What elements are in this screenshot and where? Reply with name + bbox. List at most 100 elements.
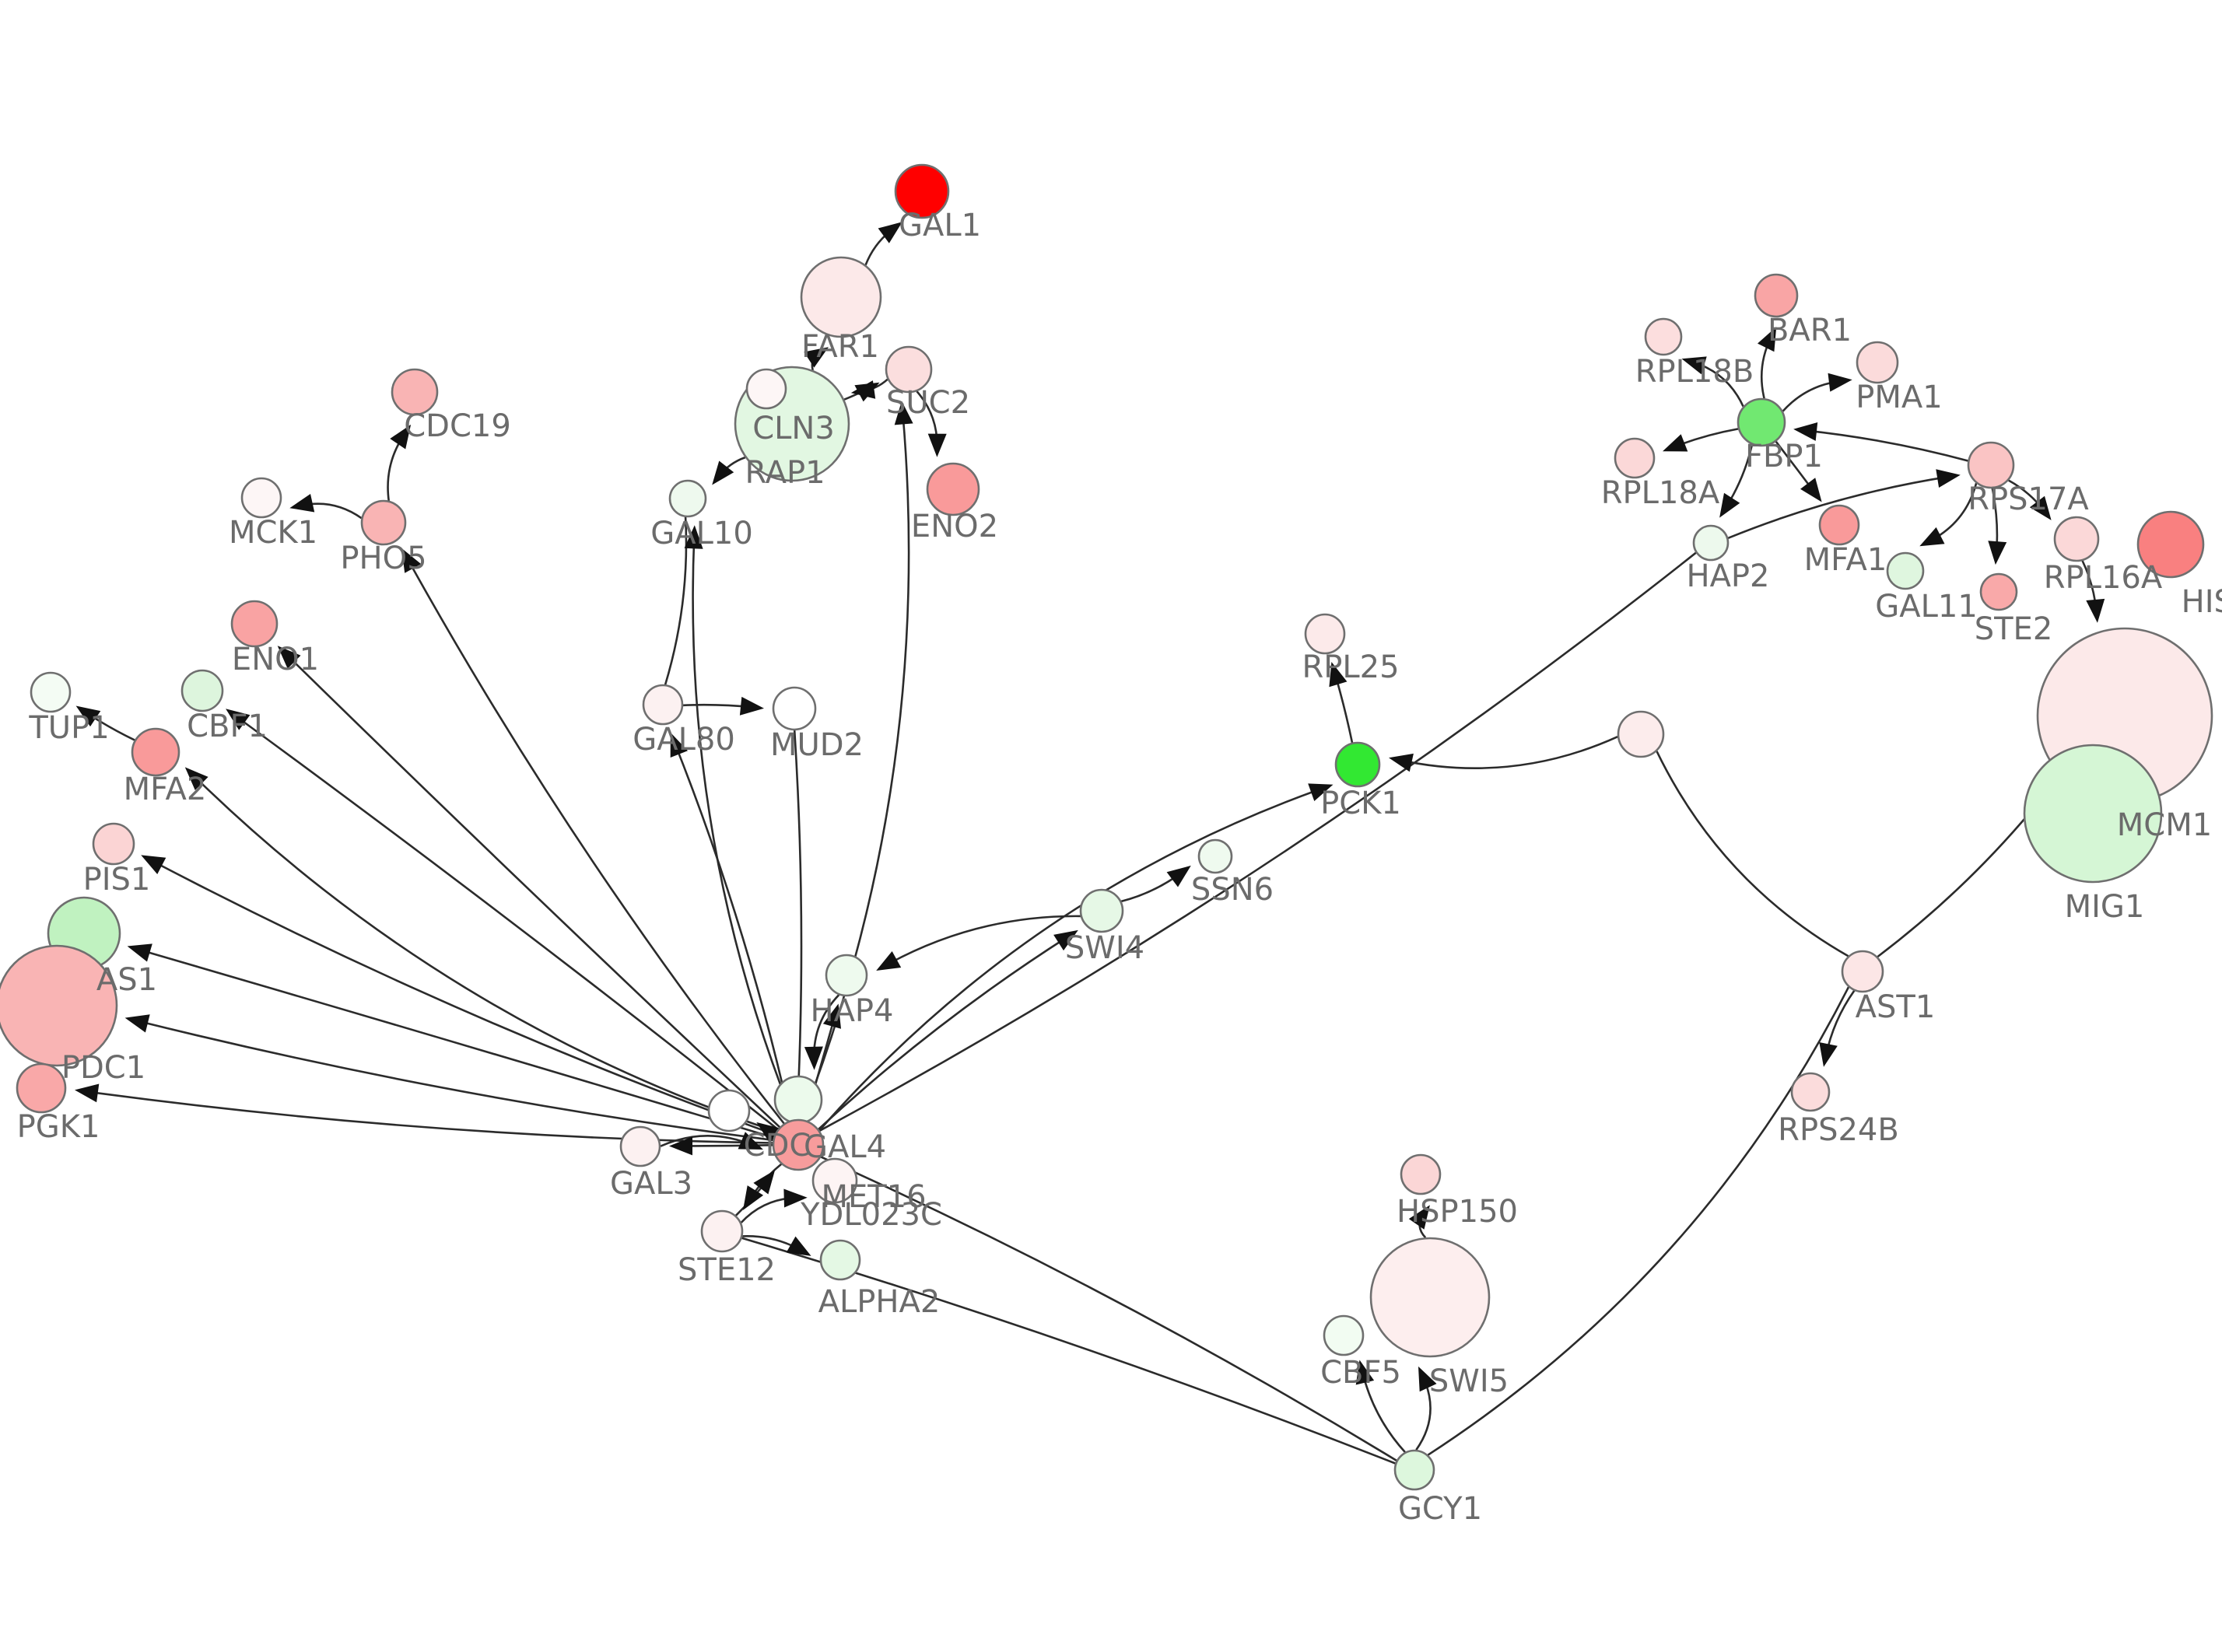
graph-node-hap2[interactable] [1692,524,1730,562]
graph-node-gal10[interactable] [668,479,707,518]
graph-node-cbf5[interactable] [1323,1314,1365,1356]
node-label-pgk1: PGK1 [17,1109,100,1145]
node-label-pho5: PHO5 [340,541,426,576]
arrowhead-icon [1719,492,1740,518]
graph-node-far1[interactable] [800,256,882,338]
edge [664,516,688,685]
graph-node-cdc19[interactable] [391,368,439,416]
arrowhead-icon [670,732,688,758]
graph-node-eno2[interactable] [926,462,980,516]
graph-node-ste12[interactable] [700,1209,744,1253]
graph-node-node_up[interactable] [1617,710,1665,758]
graph-node-rpl18b[interactable] [1644,317,1683,356]
graph-node-alpha2[interactable] [819,1239,861,1281]
edge [1727,475,1950,540]
graph-node-pck1[interactable] [1334,741,1381,788]
graph-node-gal3[interactable] [619,1125,661,1167]
graph-node-pis1[interactable] [92,822,135,866]
graph-node-mig1[interactable] [2023,744,2163,884]
graph-node-gal80[interactable] [642,684,684,726]
graph-node-mfa1[interactable] [1818,504,1860,546]
node-label-gcy1: GCY1 [1398,1491,1482,1527]
graph-node-pma1[interactable] [1856,341,1899,384]
nodes-layer[interactable] [0,163,2213,1491]
graph-node-his4[interactable] [2136,510,2205,579]
graph-node-rap1[interactable] [745,368,787,410]
graph-node-ste2[interactable] [1979,572,2018,611]
arrowhead-icon [141,855,166,874]
graph-node-rpl25[interactable] [1304,613,1346,655]
graph-node-rpl18a[interactable] [1614,437,1656,479]
graph-node-met16[interactable] [773,1075,823,1125]
arrowhead-icon [1308,783,1334,801]
arrowhead-icon [1663,434,1688,452]
graph-node-cdc[interactable] [707,1089,751,1132]
arrowhead-icon [1758,327,1777,352]
node-label-mck1: MCK1 [229,515,317,551]
node-label-eno1: ENO1 [232,642,319,677]
node-label-rpl25: RPL25 [1302,649,1399,685]
arrowhead-icon [1936,469,1961,488]
edge [85,1090,773,1144]
node-label-bar1: BAR1 [1768,313,1852,348]
graph-node-ydl023c[interactable] [811,1157,858,1204]
node-label-tup1: TUP1 [28,710,109,746]
edge [405,557,785,1125]
graph-node-suc2[interactable] [885,345,933,394]
arrowhead-icon [804,347,829,368]
node-label-mcm1: MCM1 [2117,807,2212,843]
graph-node-gal1[interactable] [894,163,950,219]
edge [793,730,803,1101]
arrowhead-icon [289,494,315,513]
edges-layer [84,227,2098,1465]
edge [818,935,1070,1130]
graph-node-fbp1[interactable] [1737,397,1786,447]
graph-node-gal11[interactable] [1886,551,1925,590]
graph-node-pho5[interactable] [360,499,407,546]
node-label-cln3: CLN3 [752,411,835,446]
node-label-rpl18a: RPL18A [1601,475,1720,511]
edge [818,551,1697,1132]
node-label-alpha2: ALPHA2 [818,1284,941,1320]
graph-node-hap4[interactable] [825,954,868,997]
graph-node-swi4[interactable] [1079,888,1124,933]
arrowhead-icon [876,951,902,971]
graph-node-gcy1[interactable] [1393,1449,1435,1491]
graph-node-tup1[interactable] [30,671,72,713]
node-label-cdc19: CDC19 [404,408,511,444]
node-label-mig1: MIG1 [2065,889,2145,925]
graph-node-cbf1[interactable] [180,669,224,712]
graph-node-mck1[interactable] [240,477,282,519]
graph-node-ssn6[interactable] [1197,838,1233,874]
graph-node-pgk1[interactable] [16,1062,67,1114]
arrowhead-icon [401,548,422,573]
graph-node-eno1[interactable] [230,600,279,648]
graph-node-hsp150[interactable] [1400,1153,1442,1195]
arrowhead-icon [226,709,251,730]
graph-node-swi5[interactable] [1369,1237,1491,1358]
edge [692,536,795,1120]
graph-node-pdc1[interactable] [0,944,118,1067]
graph-node-mud2[interactable] [772,686,817,731]
graph-node-gal4[interactable] [772,1118,825,1171]
node-label-pma1: PMA1 [1856,380,1942,415]
graph-node-ast1[interactable] [1841,950,1884,993]
node-label-met16: MET16 [821,1179,926,1215]
node-label-swi4: SWI4 [1065,930,1144,966]
edge [1803,429,1968,462]
node-label-cbf5: CBF5 [1320,1355,1401,1391]
node-label-rps17a: RPS17A [1968,481,2089,517]
graph-node-rps24b[interactable] [1790,1072,1831,1112]
arrowhead-icon [1988,541,2007,565]
graph-node-rpl16a[interactable] [2053,516,2100,562]
graph-node-mfa2[interactable] [131,727,180,777]
edge [673,742,792,1121]
graph-node-rps17a[interactable] [1967,441,2015,489]
node-label-eno2: ENO2 [911,509,998,544]
arrowhead-icon [1355,1360,1375,1385]
graph-node-bar1[interactable] [1754,273,1799,318]
edge [885,915,1081,967]
